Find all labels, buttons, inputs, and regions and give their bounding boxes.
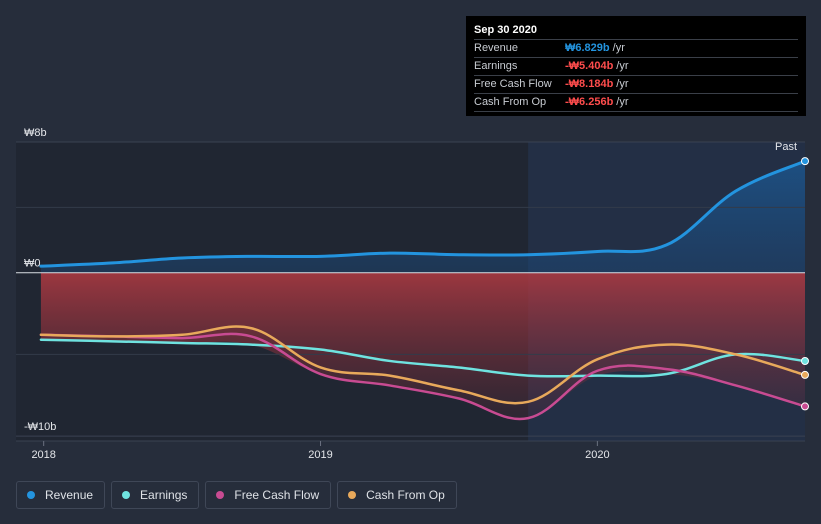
- revenue-area: [40, 161, 806, 273]
- legend-label: Free Cash Flow: [234, 488, 320, 502]
- series-end-point-earnings: [801, 357, 809, 366]
- legend-dot-icon: [122, 491, 131, 499]
- tooltip-value: -₩8.184b: [565, 78, 614, 90]
- tooltip-row-revenue: Revenue ₩6.829b /yr: [474, 39, 798, 57]
- x-tick-label: 2019: [308, 449, 332, 461]
- legend-label: Cash From Op: [366, 488, 445, 502]
- tooltip-label: Earnings: [474, 60, 518, 72]
- legend-label: Earnings: [140, 488, 188, 502]
- legend: Revenue Earnings Free Cash Flow Cash Fro…: [16, 481, 457, 509]
- tooltip-unit: /yr: [616, 78, 629, 90]
- tooltip-unit: /yr: [612, 42, 625, 54]
- tooltip-label: Revenue: [474, 42, 519, 54]
- series-line-revenue: [39, 159, 807, 268]
- past-label: Past: [775, 141, 797, 153]
- y-tick-label: -₩10b: [24, 421, 56, 433]
- legend-item-cash-from-op[interactable]: Cash From Op: [337, 481, 457, 509]
- legend-item-free-cash-flow[interactable]: Free Cash Flow: [205, 481, 332, 509]
- tooltip-row-cfo: Cash From Op -₩6.256b /yr: [474, 93, 798, 112]
- series-line-cfo: [39, 325, 807, 405]
- tooltip-row-earnings: Earnings -₩5.404b /yr: [474, 57, 798, 75]
- tooltip-panel: Sep 30 2020 Revenue ₩6.829b /yr Earnings…: [466, 16, 806, 116]
- y-tick-label: ₩8b: [24, 127, 47, 139]
- legend-dot-icon: [216, 491, 225, 499]
- tooltip-unit: /yr: [616, 60, 629, 72]
- legend-dot-icon: [348, 491, 357, 499]
- tooltip-label: Cash From Op: [474, 96, 547, 108]
- series-line-earnings: [39, 338, 807, 378]
- series-end-point-cfo: [801, 370, 809, 379]
- tooltip-unit: /yr: [616, 96, 629, 108]
- series-line-fcf: [39, 332, 807, 421]
- tooltip-value: -₩5.404b: [565, 60, 614, 72]
- tooltip-row-fcf: Free Cash Flow -₩8.184b /yr: [474, 75, 798, 93]
- x-tick-label: 2018: [31, 449, 55, 461]
- series-end-point-fcf: [801, 402, 809, 411]
- y-tick-label: ₩0: [24, 258, 41, 270]
- negative-area: [40, 272, 806, 419]
- tooltip-date: Sep 30 2020: [474, 24, 537, 36]
- legend-dot-icon: [27, 491, 35, 499]
- tooltip-value: ₩6.829b: [565, 42, 610, 54]
- x-tick-label: 2020: [585, 449, 609, 461]
- series-end-point-revenue: [801, 157, 809, 166]
- legend-item-revenue[interactable]: Revenue: [16, 481, 106, 509]
- tooltip-label: Free Cash Flow: [474, 78, 552, 90]
- legend-item-earnings[interactable]: Earnings: [111, 481, 200, 509]
- tooltip-value: -₩6.256b: [565, 96, 614, 108]
- legend-label: Revenue: [45, 488, 94, 502]
